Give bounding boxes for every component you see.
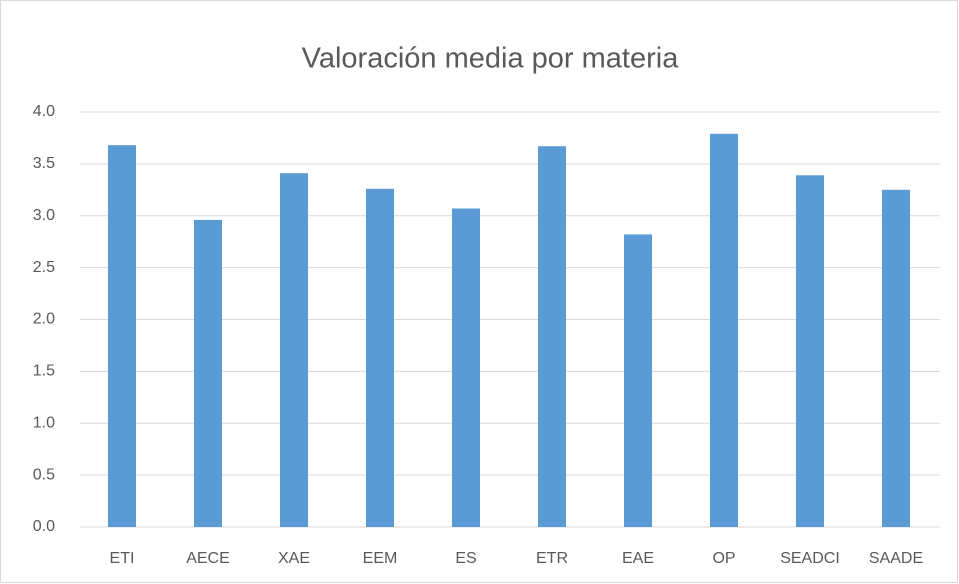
x-tick-label: ETR — [536, 550, 568, 567]
x-tick-label: SEADCI — [780, 550, 840, 567]
y-tick-label: 4.0 — [33, 103, 55, 120]
bar — [796, 175, 824, 527]
bar — [710, 133, 738, 527]
x-tick-label: ETI — [110, 550, 135, 567]
bar — [108, 145, 136, 527]
bar — [194, 219, 222, 527]
y-tick-label: 2.0 — [33, 311, 55, 328]
x-tick-label: EAE — [622, 550, 654, 567]
y-tick-label: 3.5 — [33, 155, 55, 172]
bar — [538, 146, 566, 528]
bar — [366, 188, 394, 527]
y-tick-label: 0.5 — [33, 466, 55, 483]
y-tick-label: 2.5 — [33, 259, 55, 276]
y-tick-label: 0.0 — [33, 518, 55, 535]
x-tick-label: XAE — [278, 550, 310, 567]
y-tick-label: 3.0 — [33, 207, 55, 224]
y-tick-label: 1.5 — [33, 363, 55, 380]
x-tick-label: EEM — [363, 550, 398, 567]
bar — [280, 173, 308, 527]
chart-title: Valoración media por materia — [302, 43, 680, 75]
x-tick-label: OP — [712, 550, 735, 567]
y-tick-label: 1.0 — [33, 414, 55, 431]
bar — [452, 208, 480, 528]
x-tick-label: AECE — [186, 550, 230, 567]
x-tick-label: SAADE — [869, 550, 923, 567]
bar — [882, 189, 910, 527]
bar — [624, 234, 652, 528]
x-tick-label: ES — [455, 550, 476, 567]
